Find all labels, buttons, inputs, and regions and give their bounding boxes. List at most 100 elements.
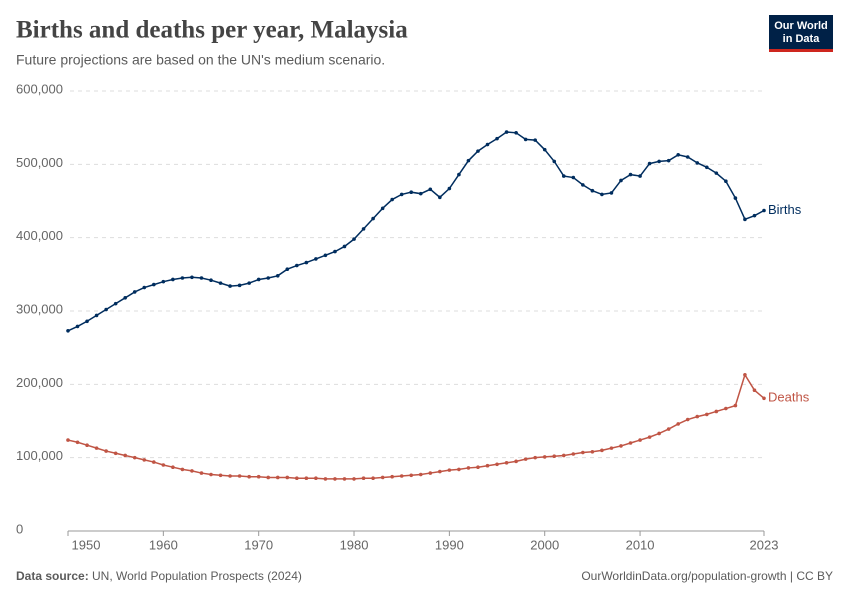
data-point [418, 191, 423, 196]
data-point [199, 471, 204, 475]
chart-title: Births and deaths per year, Malaysia [16, 17, 408, 44]
data-point [104, 307, 108, 312]
data-point [647, 161, 652, 166]
data-point [75, 440, 80, 445]
data-point [323, 253, 328, 258]
data-point [590, 188, 595, 193]
data-point [342, 244, 347, 249]
data-point [724, 179, 728, 183]
data-point [113, 301, 118, 306]
data-point [657, 159, 661, 164]
data-point [552, 159, 557, 164]
data-point [495, 136, 499, 141]
y-tick-label: 100,000 [16, 448, 63, 463]
data-point [485, 142, 490, 147]
data-point [171, 465, 175, 470]
data-point [94, 446, 99, 450]
y-tick-label: 0 [16, 521, 23, 536]
x-tick-label: 2010 [626, 537, 655, 552]
data-point [476, 465, 480, 470]
data-point [314, 257, 318, 261]
data-point [571, 175, 576, 180]
data-point [514, 131, 518, 135]
data-point [447, 468, 452, 472]
data-point [123, 453, 128, 458]
y-tick-label: 300,000 [16, 301, 63, 316]
data-point [390, 197, 394, 202]
data-point [743, 217, 747, 222]
data-point [438, 195, 442, 200]
data-point [190, 469, 194, 473]
data-point [180, 467, 185, 472]
data-point [495, 462, 499, 467]
data-point [142, 458, 147, 462]
data-point [438, 469, 442, 474]
data-point [666, 427, 671, 431]
logo-text: Our World [774, 20, 828, 32]
data-point [704, 412, 709, 417]
data-point [609, 446, 614, 450]
data-point [94, 313, 99, 318]
data-point [533, 455, 537, 460]
data-point [152, 282, 156, 287]
data-point [247, 474, 251, 479]
data-point [466, 466, 471, 470]
data-point [218, 281, 223, 285]
note[interactable]: OurWorldinData.org/population-growth | C… [581, 569, 833, 583]
y-tick-label: 600,000 [16, 81, 63, 96]
data-point [762, 396, 766, 401]
data-point [695, 161, 700, 165]
data-point [504, 461, 509, 465]
data-point [152, 460, 156, 464]
data-point [657, 431, 661, 436]
data-point [457, 467, 461, 472]
data-point [714, 171, 719, 175]
data-point [447, 186, 452, 191]
data-point [552, 454, 557, 459]
data-point [304, 476, 309, 481]
data-point [504, 130, 509, 134]
data-point [113, 451, 118, 456]
data-point [85, 319, 89, 324]
source: UN, World Population Prospects (2024) [92, 569, 302, 583]
data-point [275, 274, 280, 278]
source-label: Data source: [16, 569, 89, 583]
data-point [180, 276, 185, 280]
x-tick-label: 1990 [435, 537, 464, 552]
data-point [476, 149, 480, 153]
data-point [533, 138, 537, 142]
data-point [390, 474, 394, 479]
data-point [295, 263, 299, 268]
data-point [123, 296, 128, 300]
logo[interactable]: Our World in Data [769, 15, 833, 52]
data-point [638, 438, 642, 442]
data-point [600, 448, 604, 453]
data-point [237, 474, 242, 478]
data-point [85, 443, 89, 448]
series-label: Births [768, 202, 802, 217]
x-tick-label: 1980 [340, 537, 369, 552]
data-point [581, 450, 585, 455]
data-point [647, 435, 652, 439]
data-point [171, 277, 175, 282]
data-point [628, 172, 633, 177]
data-point [371, 216, 375, 221]
data-point [266, 276, 271, 280]
data-point [314, 476, 318, 481]
data-point [523, 137, 528, 142]
data-point [600, 192, 604, 197]
data-point [666, 158, 671, 163]
data-point [590, 450, 595, 454]
logo-underline [769, 49, 833, 52]
data-point [256, 474, 261, 479]
data-point [247, 281, 251, 285]
data-point [695, 414, 700, 419]
data-point [619, 444, 623, 448]
data-point [228, 284, 232, 288]
y-tick-label: 400,000 [16, 228, 63, 243]
data-point [704, 165, 709, 170]
data-point [676, 153, 680, 157]
data-point [352, 477, 356, 481]
